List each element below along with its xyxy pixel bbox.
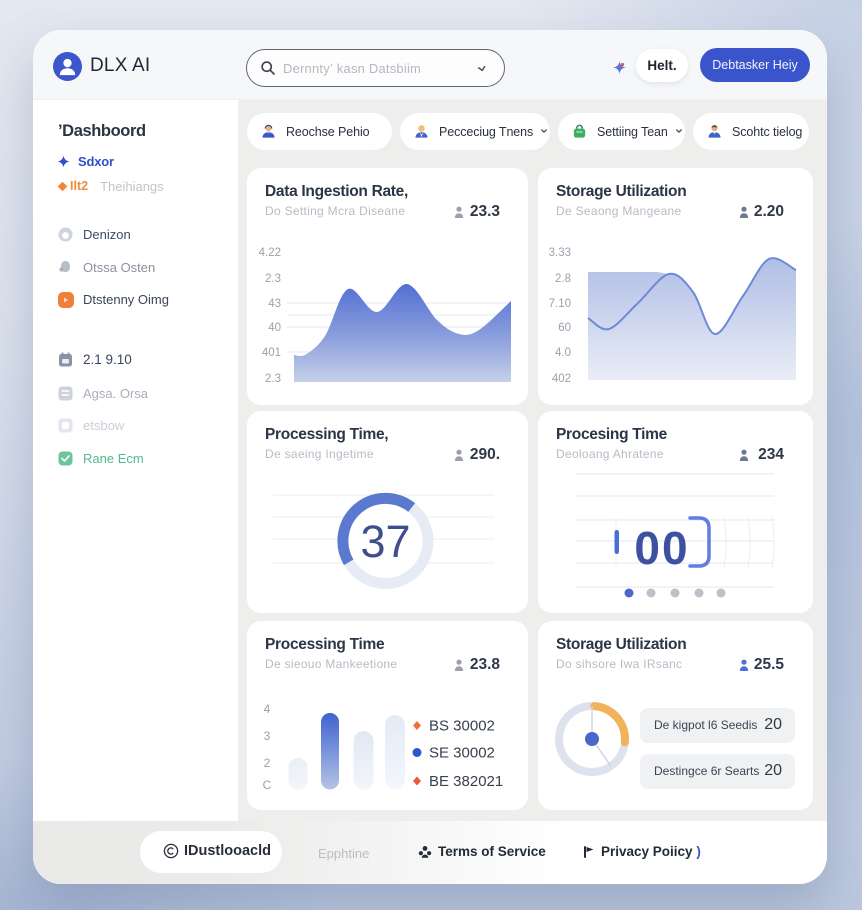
svg-text:BS 30002: BS 30002 bbox=[429, 718, 495, 735]
svg-text:2.3: 2.3 bbox=[265, 373, 281, 385]
svg-text:43: 43 bbox=[268, 298, 281, 310]
svg-text:3: 3 bbox=[264, 729, 271, 743]
svg-text:4.0: 4.0 bbox=[555, 347, 571, 359]
svg-text:2: 2 bbox=[264, 756, 271, 770]
svg-text:402: 402 bbox=[552, 373, 571, 385]
svg-text:4.22: 4.22 bbox=[259, 247, 281, 259]
svg-text:2.8: 2.8 bbox=[555, 273, 571, 285]
svg-text:37: 37 bbox=[360, 516, 410, 567]
svg-text:BE 382021: BE 382021 bbox=[429, 773, 503, 790]
svg-text:60: 60 bbox=[558, 322, 571, 334]
svg-text:00: 00 bbox=[634, 522, 689, 574]
svg-text:SE 30002: SE 30002 bbox=[429, 745, 495, 762]
svg-text:C: C bbox=[263, 778, 272, 792]
svg-text:2.3: 2.3 bbox=[265, 273, 281, 285]
svg-text:40: 40 bbox=[268, 322, 281, 334]
svg-text:3.33: 3.33 bbox=[549, 247, 571, 259]
svg-text:401: 401 bbox=[262, 347, 281, 359]
svg-text:4: 4 bbox=[264, 702, 271, 716]
svg-text:7.10: 7.10 bbox=[549, 298, 571, 310]
